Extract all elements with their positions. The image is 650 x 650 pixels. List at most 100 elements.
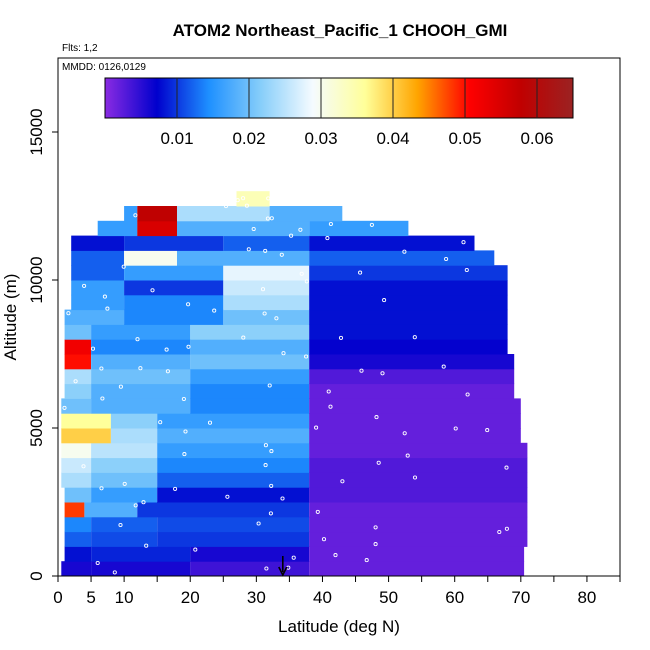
heatmap-cell — [124, 206, 138, 222]
track-point — [223, 204, 229, 209]
colorbar-tick-label: 0.04 — [376, 129, 409, 148]
track-point — [99, 366, 104, 371]
track-point — [485, 428, 490, 433]
heatmap-cell — [91, 516, 158, 533]
heatmap-cell — [137, 206, 177, 222]
track-point — [299, 271, 304, 276]
track-point — [246, 247, 251, 252]
track-point — [82, 283, 87, 288]
track-point — [281, 351, 286, 356]
heatmap-cell — [309, 428, 521, 444]
track-point — [266, 196, 271, 201]
track-point — [158, 420, 163, 425]
track-point — [186, 302, 191, 307]
heatmap-cell — [64, 487, 91, 503]
track-point — [405, 453, 410, 458]
track-point — [95, 560, 100, 566]
track-point — [183, 429, 188, 434]
heatmap-cell — [269, 206, 343, 222]
colorbar-tick-label: 0.05 — [448, 129, 481, 148]
heatmap-cell — [309, 324, 508, 340]
track-point — [304, 354, 309, 359]
track-point — [441, 364, 446, 369]
x-tick-label: 30 — [247, 588, 266, 607]
track-point — [264, 566, 269, 571]
heatmap-cell — [71, 250, 125, 266]
track-point — [181, 396, 186, 402]
track-point — [298, 227, 303, 232]
heatmap-cell — [97, 220, 138, 237]
track-point — [340, 479, 345, 484]
track-point — [465, 392, 470, 397]
heatmap-cell — [91, 354, 191, 370]
x-tick-label: 80 — [577, 588, 596, 607]
track-point — [280, 496, 285, 501]
heatmap-cell — [91, 368, 191, 385]
heatmap-cell — [309, 235, 475, 251]
heatmap-cell — [309, 561, 525, 577]
track-point — [326, 389, 331, 394]
heatmap-cell — [124, 309, 224, 325]
heatmap-cell — [124, 250, 177, 266]
track-point — [186, 344, 191, 349]
heatmap-cell — [309, 413, 521, 429]
track-point — [105, 306, 110, 311]
x-tick-label: 5 — [86, 588, 95, 607]
track-point — [359, 368, 364, 373]
track-point — [333, 553, 338, 558]
heatmap-cell — [71, 294, 125, 311]
colorbar: 0.01 0.02 0.03 0.04 0.05 0.06 — [104, 77, 574, 148]
heatmap-cell — [190, 561, 310, 577]
track-point — [274, 316, 279, 321]
heatmap-cell — [91, 383, 191, 399]
heatmap-cell — [61, 398, 92, 414]
track-point — [402, 249, 407, 254]
heatmap-cell — [61, 442, 92, 459]
heatmap-cell — [309, 398, 521, 414]
heatmap-cell — [137, 502, 310, 518]
track-point — [212, 308, 217, 313]
heatmap-cell — [190, 354, 310, 370]
track-point — [497, 529, 502, 535]
heatmap-cell — [64, 502, 85, 518]
x-axis-label: Latitude (deg N) — [278, 617, 400, 636]
y-tick-label: 0 — [27, 571, 46, 580]
heatmap-cell — [124, 265, 224, 281]
heatmap-cell — [223, 294, 310, 311]
heatmap-cell — [64, 546, 91, 562]
track-point — [504, 526, 509, 531]
track-point — [121, 264, 126, 269]
track-point — [373, 525, 378, 530]
colorbar-tick-label: 0.06 — [520, 129, 553, 148]
x-axis: 0 5 10 20 30 40 50 60 70 80 — [53, 576, 621, 607]
track-point — [382, 298, 387, 303]
track-point — [289, 233, 294, 238]
heatmap-cell — [91, 457, 158, 473]
x-tick-label: 0 — [53, 588, 62, 607]
track-point — [291, 555, 296, 560]
heatmap-cell — [190, 546, 310, 562]
heatmap-cell — [190, 383, 310, 399]
heatmap-cell — [124, 294, 224, 311]
track-point — [165, 369, 170, 374]
heatmap-cell — [309, 280, 508, 296]
track-point — [267, 383, 272, 388]
track-point — [133, 503, 138, 508]
heatmap-cell — [309, 250, 495, 266]
track-point — [193, 547, 198, 552]
heatmap-cell — [64, 531, 91, 547]
heatmap-cell — [124, 280, 224, 296]
heatmap-cell — [309, 487, 528, 503]
track-point — [135, 337, 140, 342]
track-point — [269, 483, 274, 488]
track-point — [235, 198, 240, 203]
track-point — [412, 475, 418, 480]
heatmap-cell — [309, 472, 528, 488]
track-point — [73, 379, 78, 384]
track-point — [374, 415, 379, 420]
heatmap-cell — [64, 368, 91, 385]
heatmap-cell — [91, 561, 191, 577]
track-point — [62, 405, 67, 410]
heatmap-cell — [223, 309, 310, 325]
heatmap-cell — [91, 472, 158, 488]
